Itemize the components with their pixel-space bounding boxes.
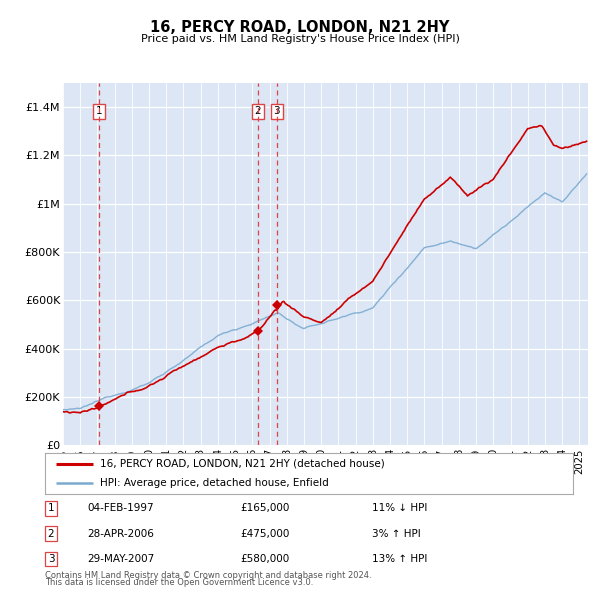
Text: 3: 3: [274, 106, 280, 116]
Text: 1: 1: [47, 503, 55, 513]
Text: Price paid vs. HM Land Registry's House Price Index (HPI): Price paid vs. HM Land Registry's House …: [140, 34, 460, 44]
Text: 3% ↑ HPI: 3% ↑ HPI: [372, 529, 421, 539]
Text: 1: 1: [95, 106, 102, 116]
Text: £475,000: £475,000: [240, 529, 289, 539]
Text: This data is licensed under the Open Government Licence v3.0.: This data is licensed under the Open Gov…: [45, 578, 313, 587]
Text: 2: 2: [47, 529, 55, 539]
Text: 16, PERCY ROAD, LONDON, N21 2HY (detached house): 16, PERCY ROAD, LONDON, N21 2HY (detache…: [100, 458, 385, 468]
Text: 2: 2: [254, 106, 261, 116]
Text: £580,000: £580,000: [240, 554, 289, 564]
Text: 29-MAY-2007: 29-MAY-2007: [87, 554, 154, 564]
Text: 3: 3: [47, 554, 55, 564]
Text: HPI: Average price, detached house, Enfield: HPI: Average price, detached house, Enfi…: [100, 478, 329, 488]
Text: Contains HM Land Registry data © Crown copyright and database right 2024.: Contains HM Land Registry data © Crown c…: [45, 571, 371, 580]
Text: 13% ↑ HPI: 13% ↑ HPI: [372, 554, 427, 564]
Text: 28-APR-2006: 28-APR-2006: [87, 529, 154, 539]
Text: 16, PERCY ROAD, LONDON, N21 2HY: 16, PERCY ROAD, LONDON, N21 2HY: [151, 19, 449, 35]
Text: £165,000: £165,000: [240, 503, 289, 513]
Text: 11% ↓ HPI: 11% ↓ HPI: [372, 503, 427, 513]
Text: 04-FEB-1997: 04-FEB-1997: [87, 503, 154, 513]
